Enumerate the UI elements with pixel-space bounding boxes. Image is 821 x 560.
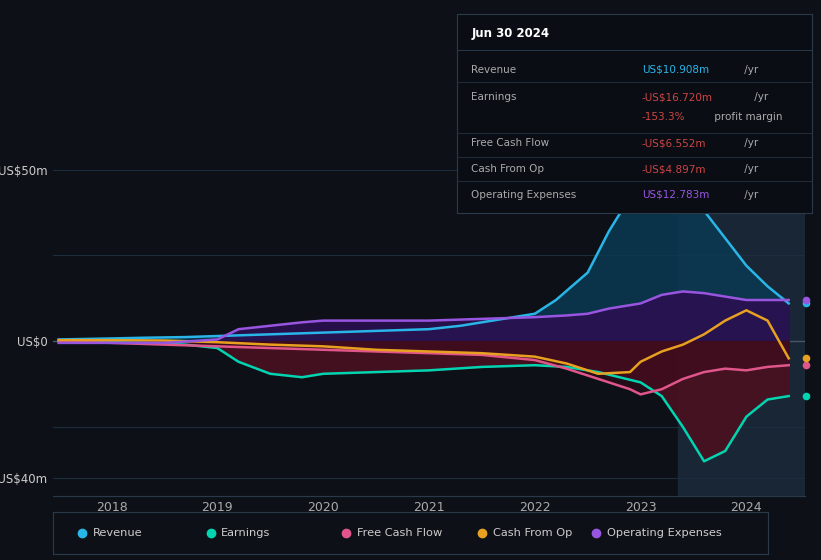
Text: -US$6.552m: -US$6.552m <box>642 138 706 148</box>
Text: /yr: /yr <box>741 190 759 200</box>
Text: -US$4.897m: -US$4.897m <box>642 164 706 174</box>
Text: profit margin: profit margin <box>711 113 782 123</box>
Text: /yr: /yr <box>741 64 759 74</box>
Text: Revenue: Revenue <box>93 529 142 538</box>
Bar <box>677 146 805 496</box>
Text: /yr: /yr <box>751 92 768 102</box>
Text: Free Cash Flow: Free Cash Flow <box>357 529 443 538</box>
Text: Earnings: Earnings <box>471 92 517 102</box>
Text: /yr: /yr <box>741 138 759 148</box>
Text: -US$16.720m: -US$16.720m <box>642 92 713 102</box>
Text: Operating Expenses: Operating Expenses <box>471 190 576 200</box>
Text: Cash From Op: Cash From Op <box>471 164 544 174</box>
Text: Jun 30 2024: Jun 30 2024 <box>471 27 549 40</box>
Text: /yr: /yr <box>741 164 759 174</box>
Text: Cash From Op: Cash From Op <box>493 529 572 538</box>
Text: Operating Expenses: Operating Expenses <box>607 529 722 538</box>
Text: Free Cash Flow: Free Cash Flow <box>471 138 549 148</box>
Text: US$12.783m: US$12.783m <box>642 190 709 200</box>
Text: -153.3%: -153.3% <box>642 113 686 123</box>
Text: Revenue: Revenue <box>471 64 516 74</box>
Text: US$10.908m: US$10.908m <box>642 64 709 74</box>
Text: Earnings: Earnings <box>221 529 271 538</box>
